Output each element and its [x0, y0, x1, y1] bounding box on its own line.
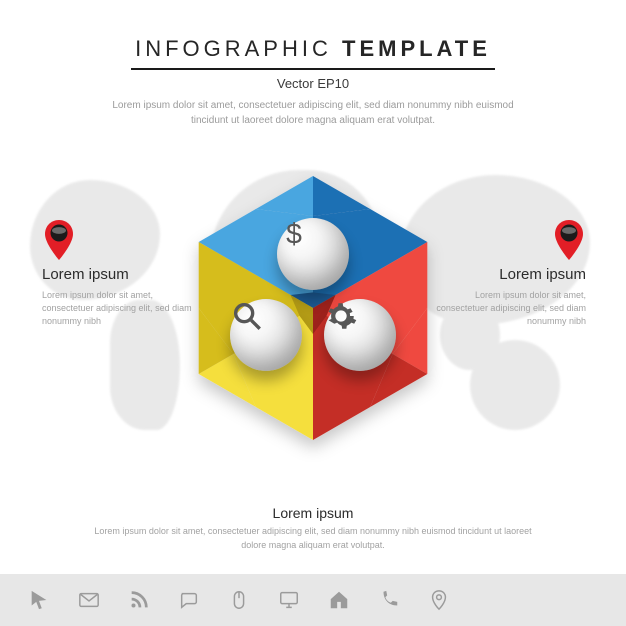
phone-icon: [378, 589, 400, 611]
gear-sphere: [324, 299, 396, 371]
map-pin-icon: [552, 218, 586, 262]
bottom-body: Lorem ipsum dolor sit amet, consectetuer…: [83, 525, 543, 552]
monitor-icon: [278, 589, 300, 611]
callout-left: Lorem ipsum Lorem ipsum dolor sit amet, …: [42, 218, 192, 328]
chat-icon: [178, 589, 200, 611]
magnifier-icon: [249, 318, 283, 352]
title-bold: TEMPLATE: [342, 36, 491, 61]
bottom-title: Lorem ipsum: [0, 505, 626, 521]
header: INFOGRAPHIC TEMPLATE Vector EP10 Lorem i…: [0, 36, 626, 128]
callout-right-title: Lorem ipsum: [436, 266, 586, 283]
gear-icon: [343, 318, 377, 352]
mouse-icon: [228, 589, 250, 611]
dollar-sphere: $: [277, 218, 349, 290]
map-pin-icon: [428, 589, 450, 611]
cursor-icon: [28, 589, 50, 611]
subtitle: Vector EP10: [0, 76, 626, 91]
rss-icon: [128, 589, 150, 611]
callout-right: Lorem ipsum Lorem ipsum dolor sit amet, …: [436, 218, 586, 328]
hex-cluster: $: [178, 158, 448, 458]
page-title: INFOGRAPHIC TEMPLATE: [131, 36, 495, 70]
callout-right-body: Lorem ipsum dolor sit amet, consectetuer…: [436, 289, 586, 328]
map-pin-icon: [42, 218, 76, 262]
title-light: INFOGRAPHIC: [135, 36, 332, 61]
dollar-icon: $: [296, 237, 330, 271]
footer-icon-strip: [0, 574, 626, 626]
header-description: Lorem ipsum dolor sit amet, consectetuer…: [93, 99, 533, 128]
magnifier-sphere: [230, 299, 302, 371]
callout-left-body: Lorem ipsum dolor sit amet, consectetuer…: [42, 289, 192, 328]
callout-left-title: Lorem ipsum: [42, 266, 192, 283]
svg-text:$: $: [286, 219, 302, 251]
bottom-caption: Lorem ipsum Lorem ipsum dolor sit amet, …: [0, 505, 626, 552]
house-icon: [328, 589, 350, 611]
envelope-icon: [78, 589, 100, 611]
